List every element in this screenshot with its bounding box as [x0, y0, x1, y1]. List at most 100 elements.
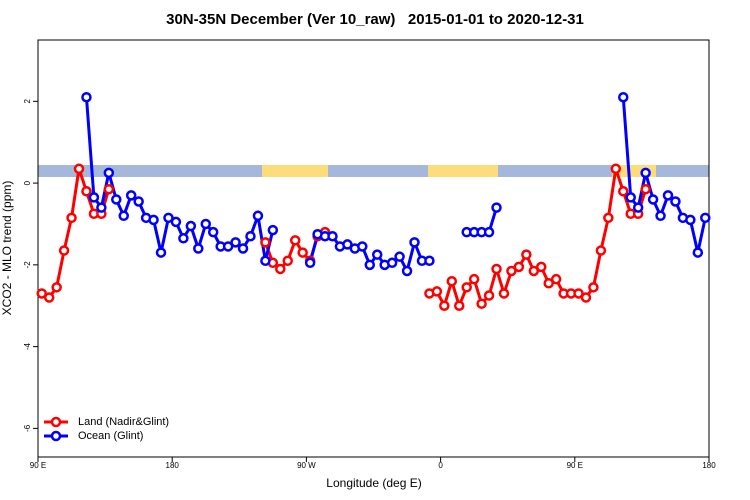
legend-marker: [50, 430, 62, 442]
ocean-strip: [38, 165, 709, 177]
point: [148, 214, 159, 226]
point: [342, 239, 353, 250]
point: [51, 282, 62, 293]
y-tick-label: 2: [23, 99, 32, 104]
chart-title: 30N-35N December (Ver 10_raw) 2015-01-01…: [166, 11, 584, 28]
point: [528, 265, 540, 277]
point: [237, 243, 249, 254]
point: [304, 257, 316, 269]
x-tick-label: 180: [702, 461, 716, 470]
legend-label: Ocean (Glint): [78, 430, 143, 442]
point: [297, 247, 308, 258]
point: [461, 282, 472, 293]
land-strip: [428, 165, 498, 177]
point: [36, 288, 47, 299]
x-tick-label: 90 W: [297, 461, 316, 470]
point: [43, 292, 55, 303]
point: [431, 286, 443, 297]
y-tick-label: -6: [23, 424, 32, 432]
point: [588, 282, 599, 293]
point: [401, 265, 413, 277]
point: [66, 212, 77, 224]
y-tick-label: -4: [23, 343, 32, 351]
point: [170, 216, 182, 228]
plot-frame: [37, 39, 710, 458]
y-axis-label: XCO2 - MLO trend (ppm): [0, 181, 14, 316]
point: [424, 255, 435, 267]
point: [640, 167, 651, 179]
x-axis-label: Longitude (deg E): [326, 476, 421, 490]
x-tick-label: 90 E: [30, 461, 46, 470]
point: [260, 237, 271, 248]
point: [96, 202, 107, 213]
surface-strip: [38, 165, 709, 177]
point: [357, 241, 368, 252]
point: [364, 259, 376, 271]
point: [58, 245, 70, 256]
point: [222, 241, 234, 252]
point: [692, 247, 704, 258]
point: [103, 167, 115, 179]
point: [483, 290, 495, 301]
point: [573, 288, 584, 299]
point: [103, 183, 115, 195]
point: [125, 190, 137, 201]
legend-label: Land (Nadir&Glint): [78, 416, 169, 428]
point: [506, 265, 517, 277]
point: [230, 237, 241, 248]
point: [632, 202, 644, 213]
point: [662, 190, 674, 201]
point: [446, 275, 458, 287]
point: [409, 237, 420, 248]
x-tick-label: 90 E: [567, 461, 583, 470]
point: [491, 202, 502, 213]
point: [618, 186, 629, 197]
point: [625, 192, 636, 203]
x-tick-label: 180: [166, 461, 180, 470]
point: [468, 273, 480, 285]
point: [453, 300, 465, 311]
point: [521, 249, 532, 260]
point: [275, 263, 286, 275]
point: [483, 226, 495, 238]
point: [118, 210, 129, 222]
point: [386, 257, 398, 269]
point: [133, 196, 144, 207]
point: [491, 263, 502, 275]
point: [476, 298, 487, 309]
point: [655, 210, 666, 222]
point: [185, 220, 197, 232]
point: [685, 214, 696, 226]
point: [603, 212, 614, 224]
point: [700, 212, 711, 224]
point: [327, 230, 338, 242]
point: [536, 261, 547, 273]
point: [618, 91, 629, 103]
point: [595, 245, 607, 256]
point: [580, 292, 592, 303]
y-tick-label: -2: [23, 261, 32, 269]
point: [252, 210, 264, 222]
point: [371, 249, 383, 260]
point: [245, 230, 256, 242]
point: [647, 194, 659, 205]
point: [193, 243, 204, 254]
point: [111, 194, 122, 205]
point: [498, 288, 510, 299]
point: [163, 212, 174, 224]
point: [200, 218, 211, 230]
point: [550, 273, 562, 285]
point: [178, 233, 189, 244]
point: [289, 235, 301, 246]
point: [543, 278, 554, 289]
point: [394, 251, 405, 262]
series-line: [41, 168, 648, 311]
point: [670, 196, 681, 207]
point: [439, 300, 450, 311]
point: [88, 192, 100, 203]
point: [207, 226, 219, 238]
point: [73, 163, 85, 175]
y-tick-label: 0: [23, 180, 32, 185]
